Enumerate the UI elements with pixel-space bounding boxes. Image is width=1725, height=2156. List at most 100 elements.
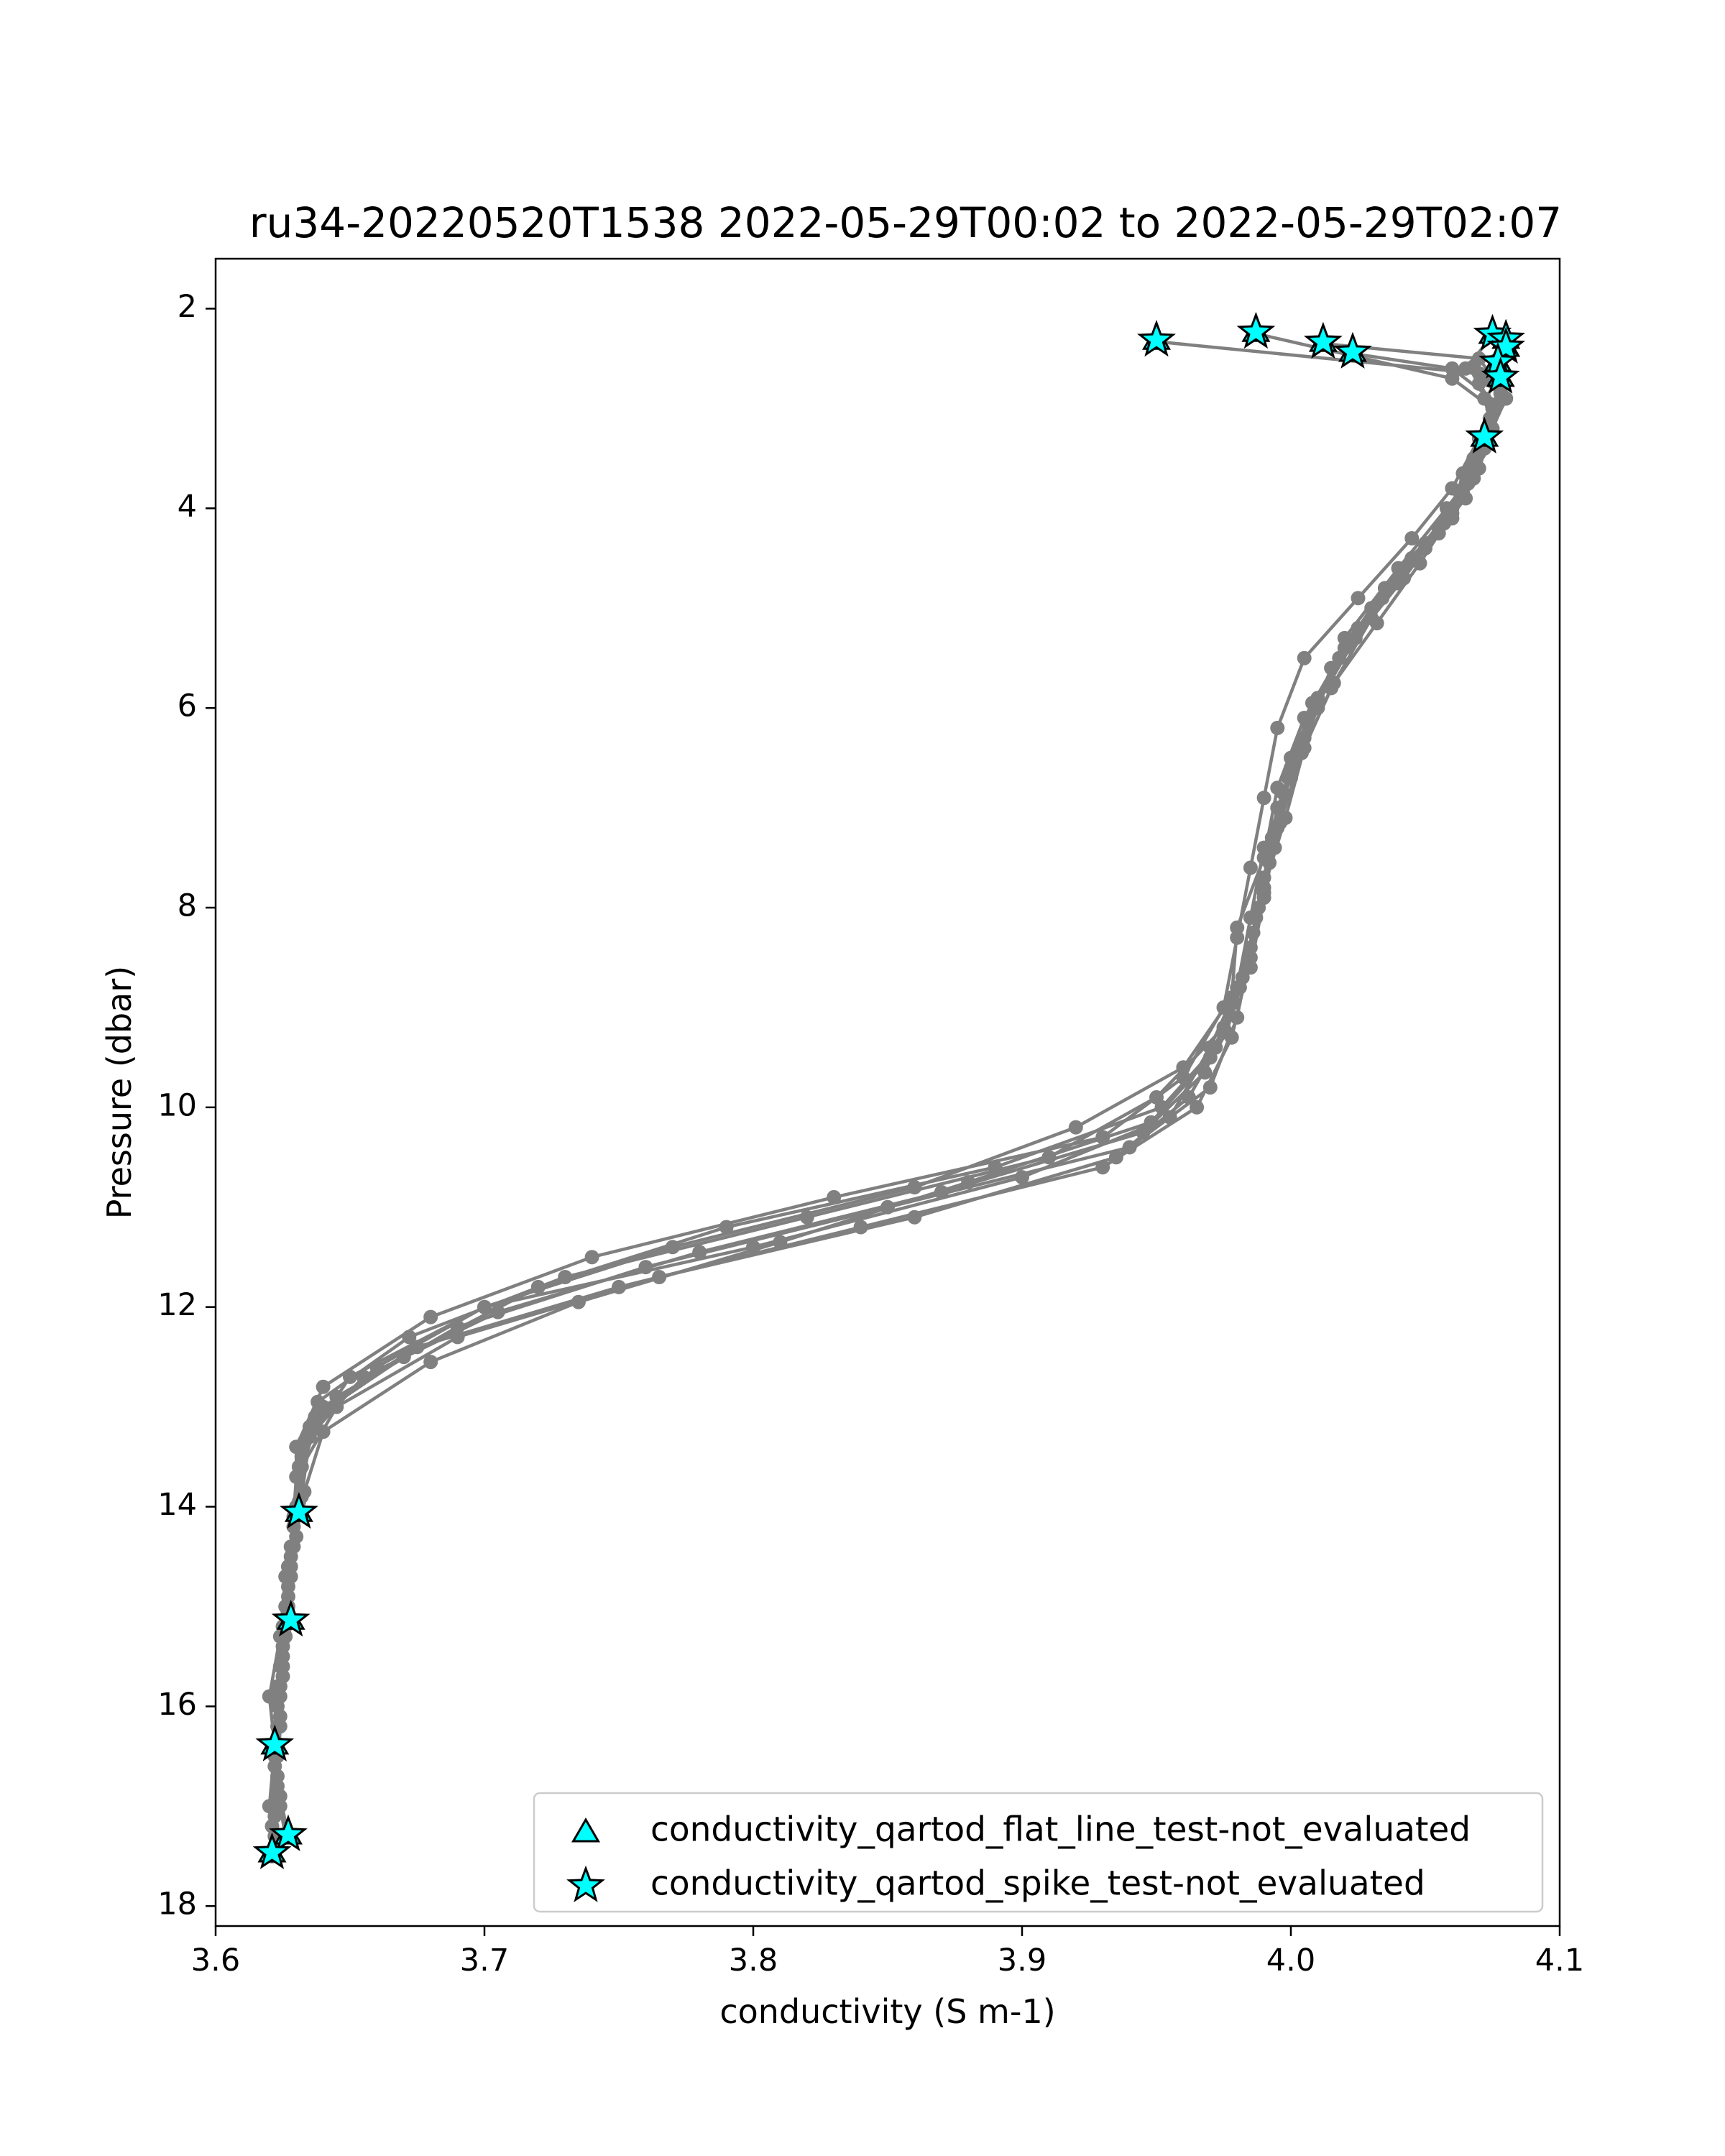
legend-star-shape	[566, 1865, 605, 1902]
data-point	[961, 1175, 976, 1189]
data-point	[1397, 571, 1412, 586]
data-point	[1445, 361, 1460, 376]
legend-box	[533, 1792, 1544, 1913]
x-tick-label: 3.6	[191, 1943, 240, 1978]
spike-flag-marker	[1303, 321, 1343, 359]
data-point	[308, 1409, 323, 1424]
data-point	[1463, 469, 1478, 484]
y-axis-label: Pressure (dbar)	[100, 966, 139, 1219]
spike-flag-marker	[1481, 356, 1520, 394]
data-point	[281, 1589, 295, 1604]
spike-flag-marker	[1465, 416, 1504, 454]
y-tick-label: 6	[178, 688, 197, 724]
data-point	[773, 1235, 788, 1250]
data-point	[1466, 359, 1481, 374]
spike-flag-marker	[1236, 311, 1276, 349]
spike-flag-marker	[252, 1832, 292, 1869]
data-point	[1230, 920, 1245, 935]
spike-flag-marker	[255, 1724, 295, 1761]
data-point	[1243, 860, 1258, 875]
x-tick-label: 3.8	[729, 1943, 778, 1978]
x-axis: 3.6 3.7 3.8 3.9 4.0 4.1	[191, 1926, 1584, 1978]
data-point	[1270, 720, 1285, 735]
chart-title: ru34-20220520T1538 2022-05-29T00:02 to 2…	[249, 198, 1562, 247]
data-point	[1267, 840, 1282, 855]
data-point	[316, 1424, 331, 1439]
data-point	[272, 1709, 288, 1724]
data-point	[1297, 650, 1312, 665]
data-point	[1281, 770, 1296, 786]
data-point	[1437, 516, 1452, 531]
data-point	[1256, 791, 1271, 806]
x-tick-label: 3.9	[998, 1943, 1046, 1978]
data-point	[297, 1434, 312, 1450]
y-tick-label: 4	[178, 489, 197, 525]
legend: conductivity_qartod_flat_line_test-not_e…	[533, 1792, 1544, 1913]
data-point	[270, 1769, 285, 1784]
data-point	[423, 1355, 438, 1370]
spike-flag-marker	[279, 1491, 318, 1529]
legend-triangle-shape	[571, 1818, 601, 1843]
data-point	[1108, 1150, 1123, 1165]
data-point	[294, 1460, 309, 1474]
data-point	[571, 1294, 586, 1309]
data-point	[1471, 376, 1486, 391]
data-point	[423, 1309, 438, 1325]
data-point	[584, 1250, 599, 1265]
data-point	[1202, 1050, 1218, 1065]
spike-flag-marker	[271, 1599, 310, 1637]
data-point	[1477, 391, 1492, 406]
data-point	[1496, 389, 1511, 404]
y-tick-label: 18	[157, 1886, 197, 1922]
data-layer	[262, 326, 1514, 1864]
data-point	[402, 1330, 417, 1345]
plot-frame	[214, 257, 1561, 1927]
series-9	[267, 341, 1514, 1843]
spike-flag-marker	[269, 1814, 308, 1851]
data-point	[490, 1304, 505, 1319]
spike-flag-marker	[1333, 331, 1372, 369]
y-tick-label: 12	[157, 1287, 197, 1323]
data-point	[1136, 1125, 1151, 1140]
data-point	[1445, 371, 1460, 386]
data-point	[275, 1649, 290, 1664]
data-point	[692, 1245, 707, 1260]
x-tick-label: 4.1	[1535, 1943, 1584, 1978]
data-point	[1307, 701, 1322, 716]
data-point	[262, 1689, 277, 1704]
data-point	[316, 1379, 331, 1394]
spike-flag-marker	[1486, 326, 1526, 364]
spike-flag-marker	[1137, 319, 1176, 357]
data-point	[530, 1279, 546, 1294]
y-tick-label: 16	[157, 1687, 197, 1723]
data-point	[719, 1220, 734, 1235]
data-point	[1190, 1100, 1205, 1115]
data-point	[1232, 980, 1247, 995]
y-tick-label: 2	[178, 289, 197, 325]
data-point	[1404, 531, 1420, 545]
x-axis-label: conductivity (S m-1)	[719, 1992, 1055, 2031]
y-axis: 2 4 6 8 10 12 14 16 18	[157, 289, 216, 1922]
data-point	[1351, 591, 1366, 606]
data-point	[1144, 1115, 1159, 1130]
x-tick-label: 3.7	[460, 1943, 509, 1978]
legend-label-spike: conductivity_qartod_spike_test-not_evalu…	[650, 1864, 1425, 1904]
data-point	[450, 1330, 465, 1345]
y-tick-label: 14	[157, 1487, 197, 1523]
data-point	[907, 1210, 922, 1225]
data-point	[799, 1210, 814, 1225]
data-point	[1348, 630, 1363, 645]
data-point	[1248, 910, 1264, 925]
data-point	[1181, 1089, 1196, 1105]
data-point	[1369, 616, 1384, 631]
y-tick-label: 10	[157, 1087, 197, 1123]
x-tick-label: 4.0	[1266, 1943, 1315, 1978]
data-point	[356, 1369, 371, 1384]
data-point	[1068, 1120, 1083, 1135]
data-point	[297, 1484, 312, 1499]
legend-triangle-marker	[571, 1818, 601, 1843]
flag-layer	[252, 311, 1526, 1869]
legend-label-flat-line: conductivity_qartod_flat_line_test-not_e…	[650, 1810, 1471, 1850]
legend-star-marker	[566, 1865, 605, 1902]
